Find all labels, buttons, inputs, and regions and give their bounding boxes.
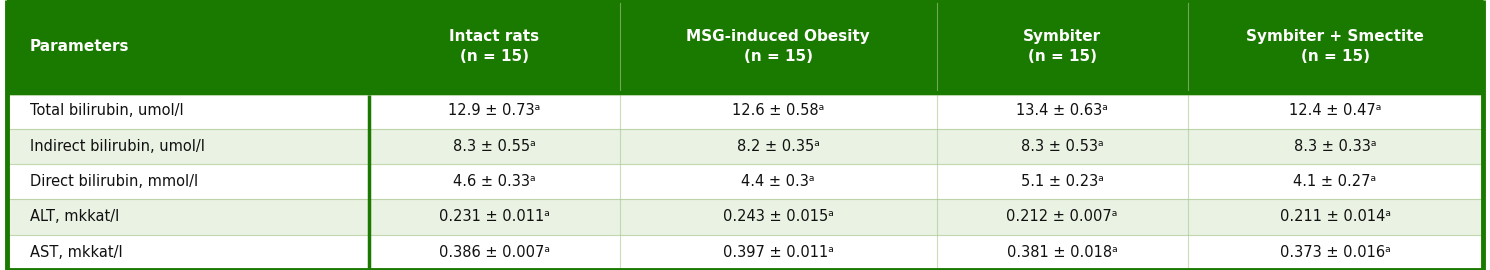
Text: 4.4 ± 0.3ᵃ: 4.4 ± 0.3ᵃ [742, 174, 815, 189]
Text: Symbiter + Smectite
(n = 15): Symbiter + Smectite (n = 15) [1246, 29, 1424, 64]
Text: Symbiter
(n = 15): Symbiter (n = 15) [1024, 29, 1101, 64]
Text: 8.3 ± 0.33ᵃ: 8.3 ± 0.33ᵃ [1293, 139, 1377, 154]
Text: 8.3 ± 0.53ᵃ: 8.3 ± 0.53ᵃ [1021, 139, 1104, 154]
Bar [7, 164, 1483, 199]
Text: Parameters: Parameters [30, 39, 130, 54]
Text: 13.4 ± 0.63ᵃ: 13.4 ± 0.63ᵃ [1016, 103, 1109, 118]
Text: 0.397 ± 0.011ᵃ: 0.397 ± 0.011ᵃ [723, 245, 833, 260]
Text: 0.386 ± 0.007ᵃ: 0.386 ± 0.007ᵃ [438, 245, 550, 260]
Bar [7, 235, 1483, 270]
Bar [7, 93, 1483, 129]
Text: 12.6 ± 0.58ᵃ: 12.6 ± 0.58ᵃ [732, 103, 824, 118]
Text: Intact rats
(n = 15): Intact rats (n = 15) [448, 29, 539, 64]
Text: 8.3 ± 0.55ᵃ: 8.3 ± 0.55ᵃ [453, 139, 535, 154]
Text: 4.1 ± 0.27ᵃ: 4.1 ± 0.27ᵃ [1293, 174, 1377, 189]
Text: AST, mkkat/l: AST, mkkat/l [30, 245, 122, 260]
Text: MSG-induced Obesity
(n = 15): MSG-induced Obesity (n = 15) [687, 29, 870, 64]
Text: Direct bilirubin, mmol/l: Direct bilirubin, mmol/l [30, 174, 198, 189]
Text: 4.6 ± 0.33ᵃ: 4.6 ± 0.33ᵃ [453, 174, 535, 189]
Text: 0.212 ± 0.007ᵃ: 0.212 ± 0.007ᵃ [1006, 210, 1118, 224]
Text: Indirect bilirubin, umol/l: Indirect bilirubin, umol/l [30, 139, 204, 154]
Text: 0.373 ± 0.016ᵃ: 0.373 ± 0.016ᵃ [1280, 245, 1390, 260]
Text: 5.1 ± 0.23ᵃ: 5.1 ± 0.23ᵃ [1021, 174, 1104, 189]
Text: Total bilirubin, umol/l: Total bilirubin, umol/l [30, 103, 183, 118]
Text: ALT, mkkat/l: ALT, mkkat/l [30, 210, 119, 224]
Bar [7, 0, 1483, 93]
Text: 0.231 ± 0.011ᵃ: 0.231 ± 0.011ᵃ [438, 210, 550, 224]
Text: 0.211 ± 0.014ᵃ: 0.211 ± 0.014ᵃ [1280, 210, 1390, 224]
Text: 12.9 ± 0.73ᵃ: 12.9 ± 0.73ᵃ [448, 103, 541, 118]
Bar [7, 199, 1483, 235]
Text: 0.381 ± 0.018ᵃ: 0.381 ± 0.018ᵃ [1007, 245, 1118, 260]
Text: 12.4 ± 0.47ᵃ: 12.4 ± 0.47ᵃ [1289, 103, 1381, 118]
Bar [7, 129, 1483, 164]
Text: 8.2 ± 0.35ᵃ: 8.2 ± 0.35ᵃ [736, 139, 820, 154]
Text: 0.243 ± 0.015ᵃ: 0.243 ± 0.015ᵃ [723, 210, 833, 224]
